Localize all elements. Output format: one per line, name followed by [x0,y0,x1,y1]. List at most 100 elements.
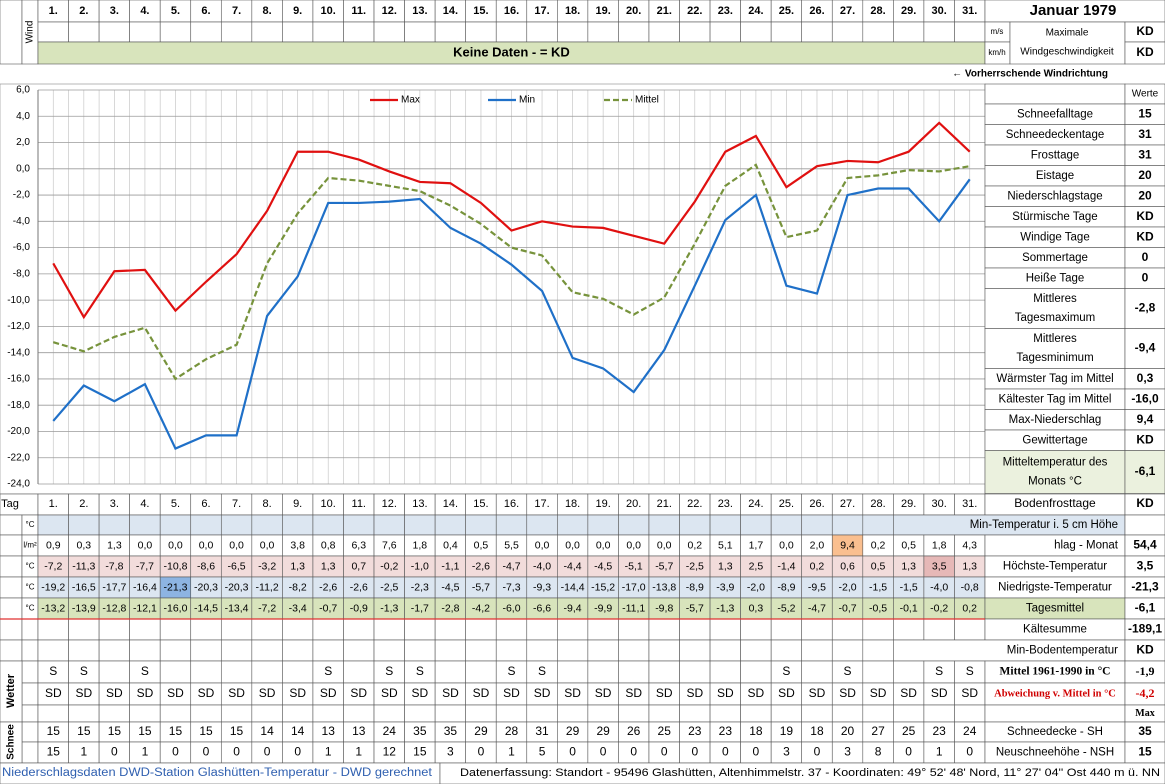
row-value: 3,5 [1137,559,1154,573]
y-tick-label: -20,0 [7,426,30,437]
y-tick-label: 4,0 [16,111,30,122]
day-cell [190,514,222,536]
day-value: 0,5 [901,539,916,551]
unit: km/h [988,48,1005,57]
day-cell [190,704,222,723]
day-header: 30. [932,5,947,17]
day-value: -9,3 [533,581,551,593]
day-value: -0,2 [380,560,398,572]
day-header: 26. [809,5,824,17]
day-value: 15 [138,724,152,738]
day-cell [343,514,375,536]
row-label: Abweichung v. Mittel in °C [994,688,1116,699]
day-value: 23 [932,724,946,738]
day-cell [373,618,405,641]
row-value: -189,1 [1128,622,1162,636]
unit: °C [26,520,35,529]
day-value: 1 [508,745,515,759]
wetter-label: Wetter [5,673,17,708]
day-cell [37,514,69,536]
day-label: 19. [595,498,610,510]
day-value: 7,6 [382,539,397,551]
day-value: -5,7 [686,602,704,614]
day-header: 15. [473,5,488,17]
unit-cell [21,682,39,706]
schnee-label: Schnee [6,724,17,760]
wind-cell [709,21,741,43]
day-cell [679,660,711,684]
stat-value: KD [1136,432,1154,446]
day-header: 14. [443,5,458,17]
day-cell [740,618,772,641]
day-value: 15 [230,724,244,738]
day-value: -11,1 [622,602,645,614]
day-value: -0,8 [961,581,979,593]
day-label: 17. [534,498,549,510]
wind-cell [801,21,833,43]
day-value: 0 [691,745,698,759]
day-value: 0 [203,745,210,759]
row-label: Bodenfrosttage [1014,496,1096,510]
day-value: -5,1 [625,560,643,572]
stat-value-cell [1124,328,1165,369]
day-value: 0,9 [46,539,61,551]
stat-label: Sommertage [1022,252,1088,264]
day-cell [68,704,100,723]
day-value: 0,0 [168,539,183,551]
day-cell [251,618,283,641]
row-value: KD [1136,496,1154,510]
day-cell [679,618,711,641]
month-title: Januar 1979 [1030,2,1117,19]
day-cell [954,704,986,723]
day-cell [68,514,100,536]
day-header: 8. [263,5,272,17]
value: KD [1136,24,1154,38]
row-label: Tagesmittel [1026,603,1084,615]
day-value: -6,6 [533,602,551,614]
cell [0,597,23,620]
day-cell [37,639,69,662]
day-cell [831,514,864,536]
day-value: 15 [413,745,427,759]
stat-label: Tagesmaximum [1015,312,1096,324]
day-label: 21. [657,498,672,510]
cell [0,639,23,662]
day-value: 24 [963,724,977,738]
day-header: 21. [657,5,672,17]
day-cell [862,618,894,641]
day-cell [373,639,405,662]
cell [1124,41,1165,65]
day-value: 0,0 [596,539,611,551]
day-value: S [782,664,790,678]
y-tick-label: 6,0 [16,85,30,96]
day-cell [190,660,222,684]
day-cell [282,639,314,662]
day-value: -2,6 [319,581,337,593]
day-value: -9,8 [655,602,673,614]
day-value: -10,8 [163,560,187,572]
wind-cell [98,21,130,43]
day-header: 7. [232,5,241,17]
day-value: 27 [871,724,885,738]
stat-label: Tagesminimum [1016,352,1093,364]
unit: °C [26,604,35,613]
stat-value: 0,3 [1137,371,1154,385]
unit-cell [21,660,39,684]
day-value: -9,5 [808,581,826,593]
day-value: -7,2 [44,560,62,572]
day-value: -0,7 [838,602,856,614]
cell [984,83,1126,105]
row-label: Min-Temperatur i. 5 cm Höhe [970,519,1118,531]
day-value: 1,8 [413,539,428,551]
unit: l/m² [23,541,37,550]
day-cell [312,618,344,641]
day-value: 3 [783,745,790,759]
y-tick-label: -8,0 [13,269,31,280]
day-value: SD [259,686,276,700]
day-label: 1. [49,498,58,510]
legend-label: Min [519,95,535,106]
day-label: 10. [321,498,336,510]
day-cell [465,639,497,662]
row-label: Min-Bodentemperatur [1007,645,1118,657]
